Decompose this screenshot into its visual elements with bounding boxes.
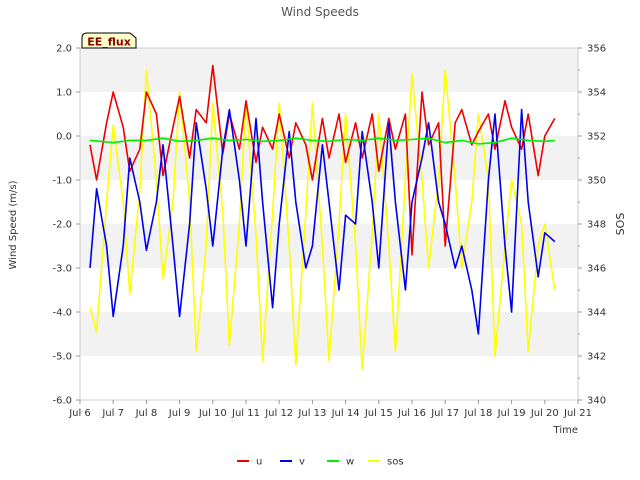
grid-band (80, 48, 578, 92)
y-tick-label-right: 350 (587, 176, 606, 187)
series-line-w (89, 137, 555, 145)
x-axis-label: Time (553, 425, 578, 436)
grid-band (80, 356, 578, 400)
x-tick-label: Jul 20 (530, 408, 559, 419)
site-label: EE_flux (87, 36, 131, 49)
x-tick-label: Jul 12 (264, 408, 293, 419)
y-tick-label-right: 356 (587, 44, 606, 55)
y-tick-label-left: 1.0 (56, 88, 72, 99)
y-tick-label-left: -4.0 (52, 308, 72, 319)
x-tick-label: Jul 21 (563, 408, 592, 419)
y-tick-label-right: 340 (587, 396, 606, 407)
axes: 2.0 1.0 0.0 -1.0 -2.0 -3.0 -4.0 -5.0 -6.0 356 354 3… (52, 44, 606, 420)
series-line-u (89, 64, 556, 256)
legend: u v w sos (237, 457, 404, 468)
x-tick-label: Jul 18 (463, 408, 492, 419)
x-tick-label: Jul 19 (497, 408, 526, 419)
site-label-box: EE_flux (81, 32, 137, 49)
legend-label-w: w (346, 457, 354, 468)
y-tick-label-right: 342 (587, 352, 606, 363)
x-tick-label: Jul 17 (430, 408, 459, 419)
y-tick-label-right: 352 (587, 132, 606, 143)
series-line-v (89, 108, 556, 335)
y-tick-label-right: 354 (587, 88, 606, 99)
grid-band (80, 268, 578, 312)
x-tick-label: Jul 10 (198, 408, 227, 419)
series-layer (89, 64, 556, 371)
y-tick-label-left: -1.0 (52, 176, 72, 187)
x-tick-label: Jul 14 (331, 408, 360, 419)
y-tick-label-left: 0.0 (56, 132, 72, 143)
y-tick-label-left: -2.0 (52, 220, 72, 231)
y-tick-label-left: -6.0 (52, 396, 72, 407)
y-tick-label-right: 348 (587, 220, 606, 231)
chart-title: Wind Speeds (281, 5, 359, 19)
x-tick-label: Jul 15 (364, 408, 393, 419)
legend-label-v: v (299, 457, 305, 468)
y-tick-label-right: 346 (587, 264, 606, 275)
y-axis-label-right: SOS (614, 213, 627, 236)
y-tick-label-left: -5.0 (52, 352, 72, 363)
y-axis-label-left: Wind Speed (m/s) (8, 180, 19, 269)
x-tick-label: Jul 7 (101, 408, 124, 419)
legend-label-sos: sos (387, 457, 404, 468)
grid-band (80, 92, 578, 136)
x-tick-label: Jul 11 (231, 408, 260, 419)
y-tick-label-left: -3.0 (52, 264, 72, 275)
x-tick-label: Jul 6 (68, 408, 91, 419)
x-tick-label: Jul 9 (168, 408, 191, 419)
x-tick-label: Jul 8 (135, 408, 158, 419)
legend-label-u: u (256, 457, 262, 468)
x-tick-label: Jul 16 (397, 408, 426, 419)
y-tick-label-right: 344 (587, 308, 606, 319)
x-tick-label: Jul 13 (297, 408, 326, 419)
y-tick-label-left: 2.0 (56, 44, 72, 55)
grid-band (80, 224, 578, 268)
